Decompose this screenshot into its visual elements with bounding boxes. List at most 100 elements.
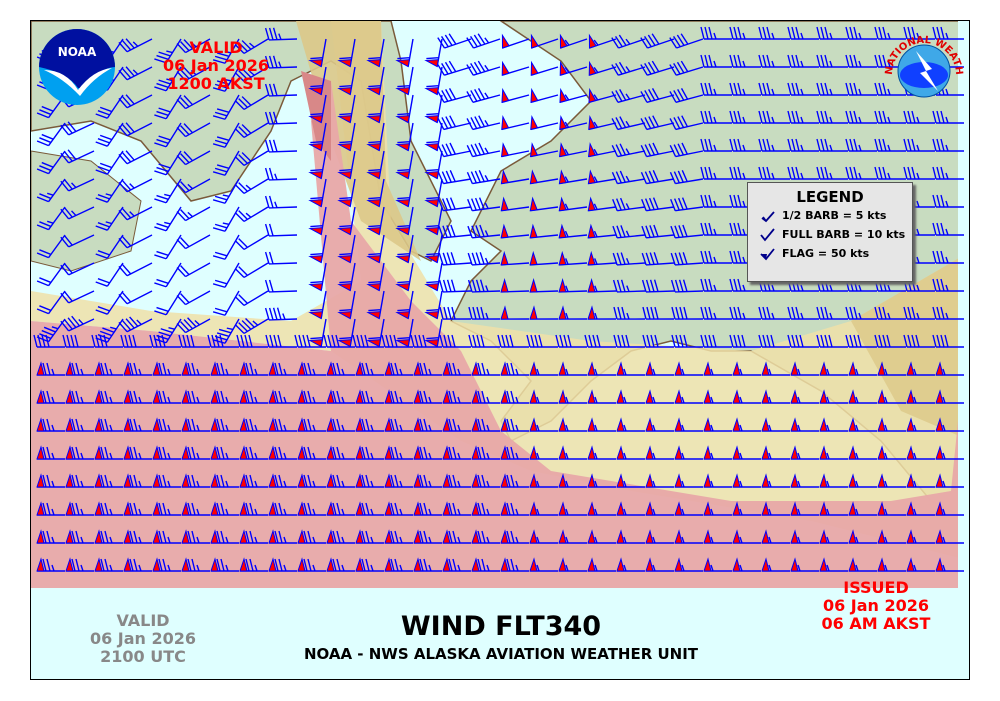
wind-barb	[234, 150, 269, 167]
wind-barb	[65, 417, 94, 432]
wind-barb	[118, 206, 153, 221]
wind-barb	[395, 94, 414, 124]
wind-barb	[819, 389, 848, 404]
wind-barb	[297, 445, 326, 460]
wind-barb	[94, 501, 123, 516]
wind-barb	[123, 417, 152, 432]
wind-barb	[559, 33, 588, 49]
wind-barb	[848, 417, 877, 432]
wind-barb	[906, 557, 935, 572]
wind-barb	[903, 306, 935, 320]
wind-barb	[700, 54, 732, 68]
wind-barb	[210, 501, 239, 516]
wind-barb	[877, 361, 906, 376]
wind-barb	[268, 389, 297, 404]
wind-barb	[355, 417, 384, 432]
wind-barb	[268, 361, 297, 376]
wind-barb	[530, 115, 559, 131]
wind-barb	[642, 306, 675, 320]
wind-barb	[787, 82, 819, 96]
wind-barb	[326, 501, 355, 516]
valid-utc-time: 2100 UTC	[100, 647, 186, 666]
wind-chart-frame: NOAA NATIONAL WEATHER SERVICE VALID 06 J…	[30, 20, 970, 680]
wind-barb	[268, 557, 297, 572]
wind-barb	[584, 334, 616, 348]
valid-label: VALID	[189, 38, 243, 57]
wind-barb	[176, 290, 211, 306]
wind-barb	[355, 529, 384, 544]
wind-barb	[123, 473, 152, 488]
wind-barb	[732, 501, 761, 516]
wind-barb	[337, 122, 356, 152]
wind-barb	[94, 529, 123, 544]
wind-barb	[758, 110, 790, 124]
wind-barb	[497, 334, 529, 348]
wind-barb	[308, 206, 327, 236]
issued-time: 06 AM AKST	[821, 614, 931, 633]
wind-barb	[587, 361, 616, 376]
wind-barb	[935, 417, 964, 432]
wind-barb	[729, 278, 761, 292]
wind-barb	[152, 473, 181, 488]
wind-barb	[308, 262, 327, 292]
wind-barb	[384, 361, 413, 376]
wind-barb	[326, 473, 355, 488]
wind-barb	[674, 501, 703, 516]
wind-barb	[154, 178, 182, 204]
nws-logo: NATIONAL WEATHER SERVICE	[872, 21, 969, 115]
wind-barb	[700, 110, 732, 124]
wind-barb	[787, 306, 819, 320]
wind-barb	[787, 278, 819, 292]
wind-barb	[703, 417, 732, 432]
wind-barb	[234, 290, 269, 307]
wind-barb	[500, 501, 529, 516]
wind-barb	[337, 38, 356, 68]
wind-barb	[758, 306, 790, 320]
wind-barb	[337, 150, 356, 180]
wind-barb	[95, 206, 124, 231]
wind-barb	[613, 334, 645, 348]
wind-barb	[424, 318, 443, 348]
wind-barb	[700, 166, 732, 180]
wind-barb	[848, 557, 877, 572]
wind-barb	[611, 116, 646, 131]
wind-barb	[640, 33, 675, 49]
wind-barb	[466, 88, 501, 103]
wind-barb	[761, 557, 790, 572]
wind-barb	[442, 501, 471, 516]
wind-barb	[176, 94, 211, 110]
wind-barb	[395, 122, 414, 152]
wind-barb	[118, 178, 153, 193]
wind-barb	[442, 529, 471, 544]
wind-barb	[413, 473, 442, 488]
wind-barb	[36, 557, 65, 572]
wind-barb	[355, 389, 384, 404]
wind-barb	[816, 138, 848, 152]
wind-barb	[268, 501, 297, 516]
wind-barb	[674, 389, 703, 404]
wind-barb	[616, 417, 645, 432]
wind-barb	[234, 38, 269, 55]
wind-barb	[587, 278, 617, 293]
wind-barb	[669, 33, 704, 49]
valid-date: 06 Jan 2026	[162, 56, 270, 75]
wind-barb	[500, 278, 530, 293]
wind-barb	[529, 250, 559, 266]
wind-barb	[729, 82, 761, 96]
wind-barb	[645, 557, 674, 572]
wind-barb	[212, 122, 240, 148]
wind-barb	[758, 54, 790, 68]
wind-barb	[529, 529, 558, 544]
wind-barb	[264, 251, 298, 265]
wind-barb	[355, 501, 384, 516]
wind-barb	[816, 278, 848, 292]
wind-barb	[438, 197, 472, 212]
wind-barb	[424, 66, 443, 96]
wind-barb	[123, 501, 152, 516]
wind-barb	[874, 306, 906, 320]
wind-barb	[438, 279, 472, 293]
wind-barb	[210, 473, 239, 488]
wind-barb	[118, 94, 153, 109]
wind-barb	[787, 334, 819, 348]
wind-barb	[848, 361, 877, 376]
